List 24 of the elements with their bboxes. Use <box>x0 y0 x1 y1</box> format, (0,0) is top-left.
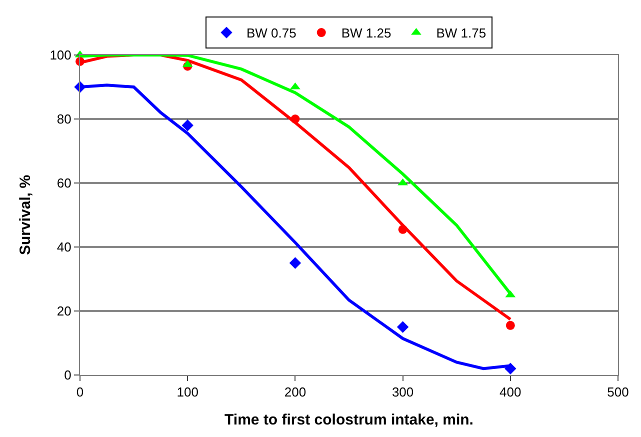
y-tick-label: 80 <box>56 112 72 127</box>
x-tick-label: 500 <box>607 384 629 400</box>
point <box>396 321 409 333</box>
legend-label: BW 1.75 <box>436 26 486 41</box>
point <box>290 114 300 124</box>
x-tick-label: 0 <box>76 384 84 400</box>
y-tick-label: 100 <box>50 48 72 63</box>
x-axis-title: Time to first colostrum intake, min. <box>224 412 474 429</box>
x-tick-label: 200 <box>284 384 306 400</box>
point <box>506 320 515 330</box>
y-tick-label: 0 <box>64 368 72 383</box>
point <box>289 257 302 269</box>
legend-label: BW 0.75 <box>246 26 296 41</box>
y-axis-title: Survival, % <box>16 174 34 256</box>
x-tick-label: 300 <box>392 384 414 400</box>
y-tick-label: 20 <box>56 304 72 319</box>
legend-label: BW 1.25 <box>341 26 392 41</box>
y-tick-label: 40 <box>56 240 72 255</box>
point <box>398 224 408 234</box>
y-tick-label: 60 <box>56 176 72 191</box>
x-tick-label: 400 <box>500 384 522 400</box>
point <box>504 362 516 374</box>
x-tick-label: 100 <box>176 384 198 400</box>
point <box>182 120 194 132</box>
